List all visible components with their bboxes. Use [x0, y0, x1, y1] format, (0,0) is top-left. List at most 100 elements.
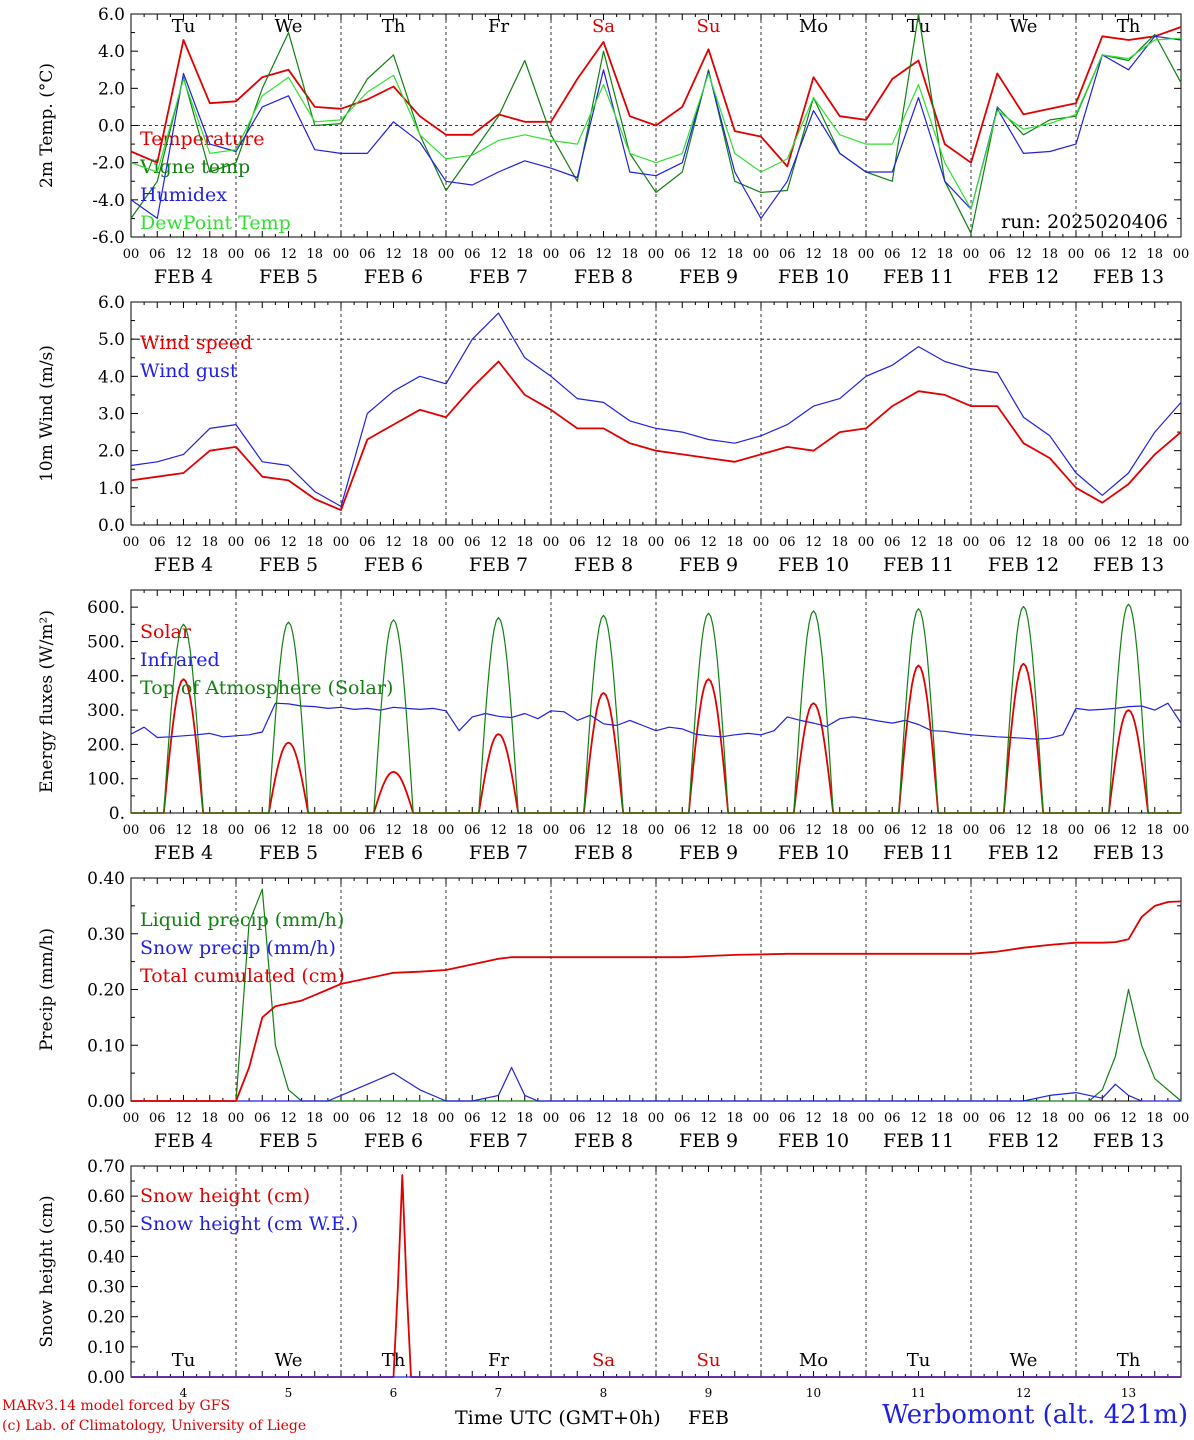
x-hour-label: 00 [1068, 535, 1085, 550]
x-hour-label: 00 [753, 535, 770, 550]
x-hour-label: 06 [779, 823, 796, 838]
x-hour-label: 06 [779, 247, 796, 262]
x-hour-label: 18 [1041, 535, 1058, 550]
x-hour-label: 12 [1015, 247, 1032, 262]
x-hour-label: 06 [1094, 823, 1111, 838]
day-name-label: Tu [172, 16, 196, 37]
x-hour-label: 18 [831, 535, 848, 550]
x-hour-label: 18 [621, 535, 638, 550]
x-day-number: 9 [705, 1386, 713, 1400]
day-name-label: Th [1117, 1350, 1141, 1371]
x-date-label: FEB 5 [259, 1130, 318, 1152]
legend-entry: Snow precip (mm/h) [140, 937, 336, 959]
x-day-number: 4 [180, 1386, 188, 1400]
x-hour-label: 12 [805, 1111, 822, 1126]
x-hour-label: 18 [831, 1111, 848, 1126]
series-line-top-of-atmosphere-solar- [131, 603, 1181, 814]
panel-temp: -6.0 -4.0 -2.0 0.0 2.0 4.0 6.0 2m Temp. (°C) 00 0… [37, 5, 1189, 288]
x-hour-label: 12 [1120, 823, 1137, 838]
x-date-label: FEB 4 [154, 1130, 213, 1152]
x-hour-label: 12 [175, 535, 192, 550]
x-hour-label: 00 [1173, 247, 1190, 262]
x-hour-label: 00 [543, 823, 560, 838]
x-hour-label: 18 [621, 247, 638, 262]
y-tick-label: 0.40 [87, 869, 125, 889]
x-hour-label: 18 [1146, 247, 1163, 262]
x-date-label: FEB 8 [574, 1130, 633, 1152]
x-hour-label: 12 [1015, 1111, 1032, 1126]
x-hour-label: 00 [333, 247, 350, 262]
plot-frame [130, 589, 1182, 814]
x-hour-label: 18 [936, 823, 953, 838]
x-hour-label: 06 [254, 1111, 271, 1126]
x-hour-label: 06 [674, 1111, 691, 1126]
y-tick-label: 300. [87, 701, 125, 721]
x-hour-label: 00 [333, 535, 350, 550]
x-hour-label: 00 [543, 247, 560, 262]
x-date-label: FEB 7 [469, 266, 528, 288]
legend-entry: Top of Atmosphere (Solar) [140, 677, 393, 699]
x-hour-label: 00 [858, 535, 875, 550]
x-hour-label: 18 [1146, 1111, 1163, 1126]
x-date-label: FEB 6 [364, 554, 423, 576]
x-date-label: FEB 5 [259, 842, 318, 864]
day-name-label: Mo [799, 16, 828, 37]
x-hour-label: 12 [910, 1111, 927, 1126]
y-tick-label: 0. [109, 804, 125, 824]
x-hour-label: 18 [201, 823, 218, 838]
x-date-label: FEB 11 [883, 1130, 954, 1152]
x-hour-label: 06 [884, 823, 901, 838]
x-date-label: FEB 10 [778, 266, 849, 288]
legend-entry: Total cumulated (cm) [140, 965, 345, 987]
x-hour-label: 06 [569, 823, 586, 838]
x-hour-label: 06 [359, 535, 376, 550]
x-hour-label: 12 [490, 1111, 507, 1126]
x-hour-label: 00 [228, 823, 245, 838]
x-hour-label: 18 [411, 535, 428, 550]
y-tick-label: 5.0 [98, 330, 125, 350]
x-day-number: 10 [806, 1386, 821, 1400]
x-day-number: 6 [390, 1386, 398, 1400]
x-month-label: FEB [688, 1407, 729, 1429]
x-hour-label: 06 [149, 535, 166, 550]
x-hour-label: 00 [438, 1111, 455, 1126]
x-hour-label: 18 [1041, 247, 1058, 262]
x-hour-label: 18 [306, 535, 323, 550]
x-hour-label: 18 [726, 535, 743, 550]
x-date-label: FEB 9 [679, 1130, 738, 1152]
y-tick-label: 0.30 [87, 1278, 125, 1298]
x-hour-label: 18 [201, 1111, 218, 1126]
x-hour-label: 06 [674, 823, 691, 838]
y-tick-label: 0.50 [87, 1217, 125, 1237]
x-hour-label: 06 [569, 247, 586, 262]
y-tick-label: 0.10 [87, 1036, 125, 1056]
day-name-label: Su [697, 1350, 721, 1371]
day-name-label: We [275, 16, 303, 37]
panel-precip: 0.00 0.10 0.20 0.30 0.40 Precip (mm/h) 00 06 12 1… [37, 869, 1189, 1152]
x-hour-label: 12 [385, 823, 402, 838]
y-tick-label: 0.20 [87, 981, 125, 1001]
x-hour-label: 00 [438, 247, 455, 262]
y-tick-label: 200. [87, 735, 125, 755]
x-hour-label: 00 [858, 247, 875, 262]
x-hour-label: 00 [1068, 247, 1085, 262]
x-day-number: 12 [1016, 1386, 1031, 1400]
y-tick-label: 4.0 [98, 367, 125, 387]
x-hour-label: 06 [569, 535, 586, 550]
day-name-label: We [1010, 1350, 1038, 1371]
x-hour-label: 06 [464, 535, 481, 550]
x-date-label: FEB 6 [364, 1130, 423, 1152]
day-name-label: Mo [799, 1350, 828, 1371]
y-tick-label: 0.00 [87, 1092, 125, 1112]
x-hour-label: 06 [1094, 535, 1111, 550]
x-hour-label: 12 [280, 247, 297, 262]
x-hour-label: 00 [1068, 1111, 1085, 1126]
x-hour-label: 00 [228, 1111, 245, 1126]
legend-entry: Humidex [140, 184, 227, 206]
x-hour-label: 06 [884, 535, 901, 550]
x-hour-label: 00 [543, 535, 560, 550]
x-date-label: FEB 6 [364, 842, 423, 864]
x-hour-label: 18 [411, 1111, 428, 1126]
x-hour-label: 12 [490, 823, 507, 838]
